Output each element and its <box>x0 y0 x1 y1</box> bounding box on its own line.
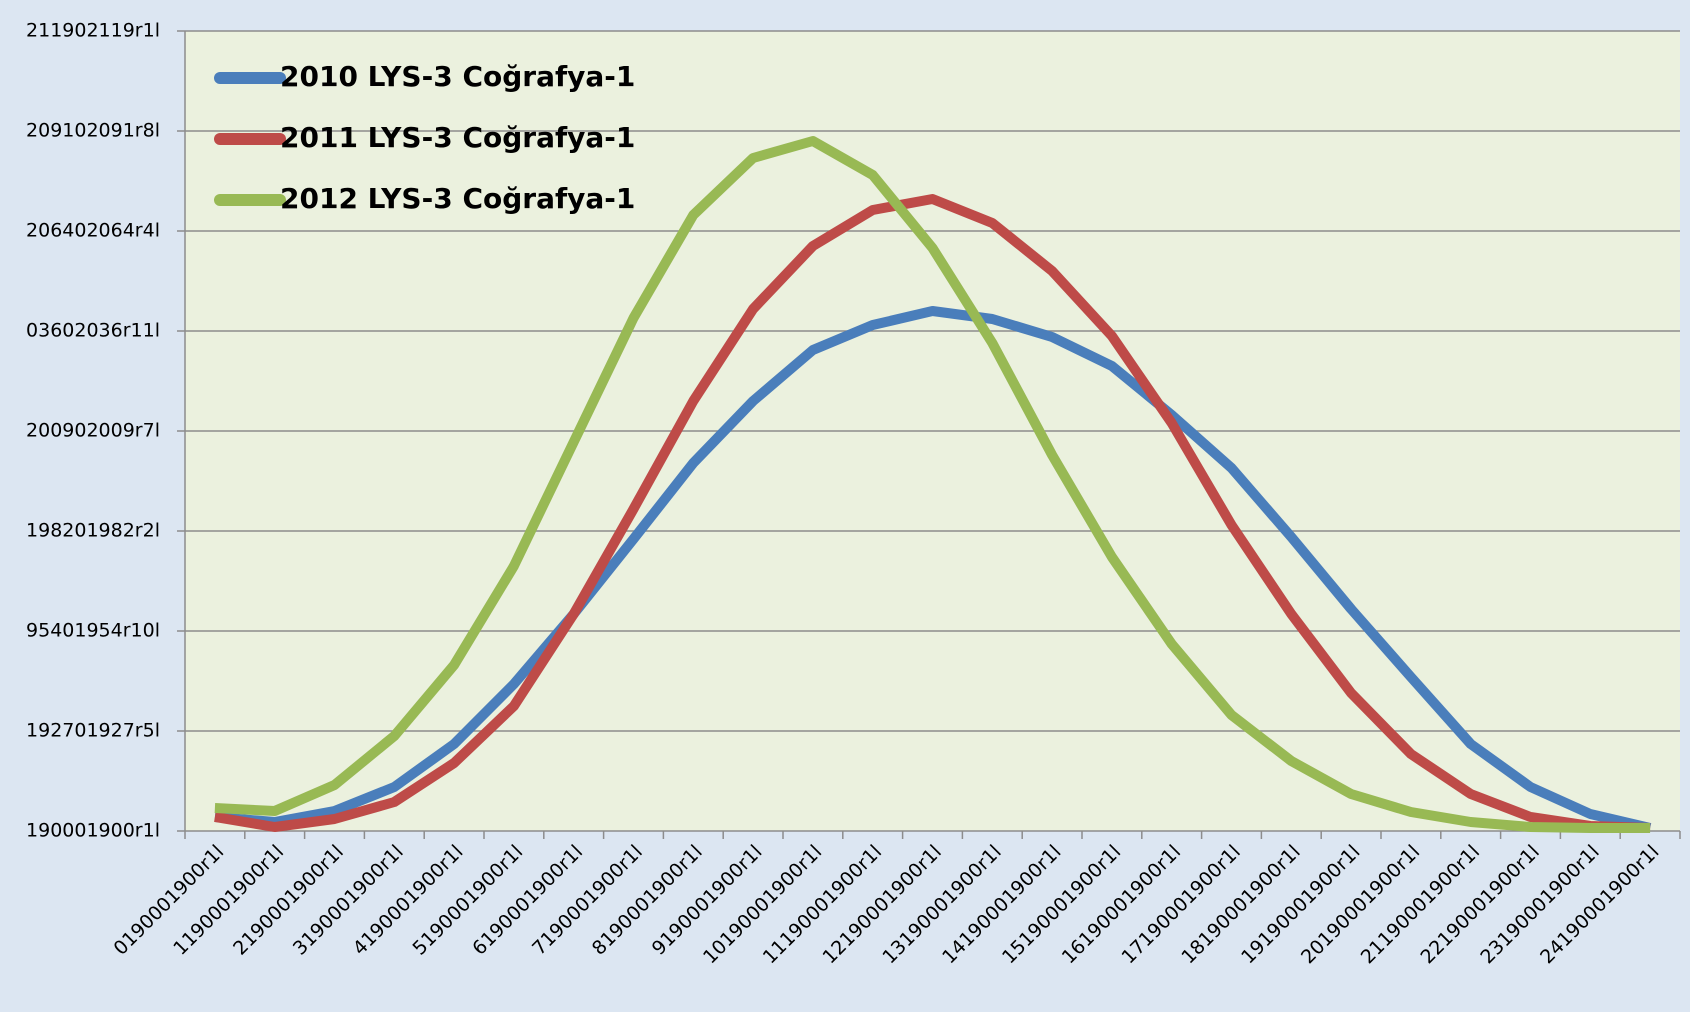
y-tick-label: 209102091r8l <box>26 120 160 142</box>
y-tick-label: 192701927r5l <box>26 720 160 742</box>
y-tick-label: 03602036r11l <box>26 320 160 342</box>
y-tick-label: 211902119r1l <box>26 20 160 42</box>
legend-label: 2012 LYS-3 Coğrafya-1 <box>280 182 635 215</box>
series-line <box>214 194 1651 833</box>
y-tick-label: 198201982r2l <box>26 520 160 542</box>
y-tick-label: 190001900r1l <box>26 820 160 842</box>
legend-label: 2010 LYS-3 Coğrafya-1 <box>280 60 635 93</box>
legend-label: 2011 LYS-3 Coğrafya-1 <box>280 121 635 154</box>
y-tick-label: 95401954r10l <box>26 620 160 642</box>
y-tick-label: 206402064r4l <box>26 220 160 242</box>
y-tick-label: 200902009r7l <box>26 420 160 442</box>
series-line <box>214 136 1651 833</box>
series-line <box>214 306 1652 833</box>
